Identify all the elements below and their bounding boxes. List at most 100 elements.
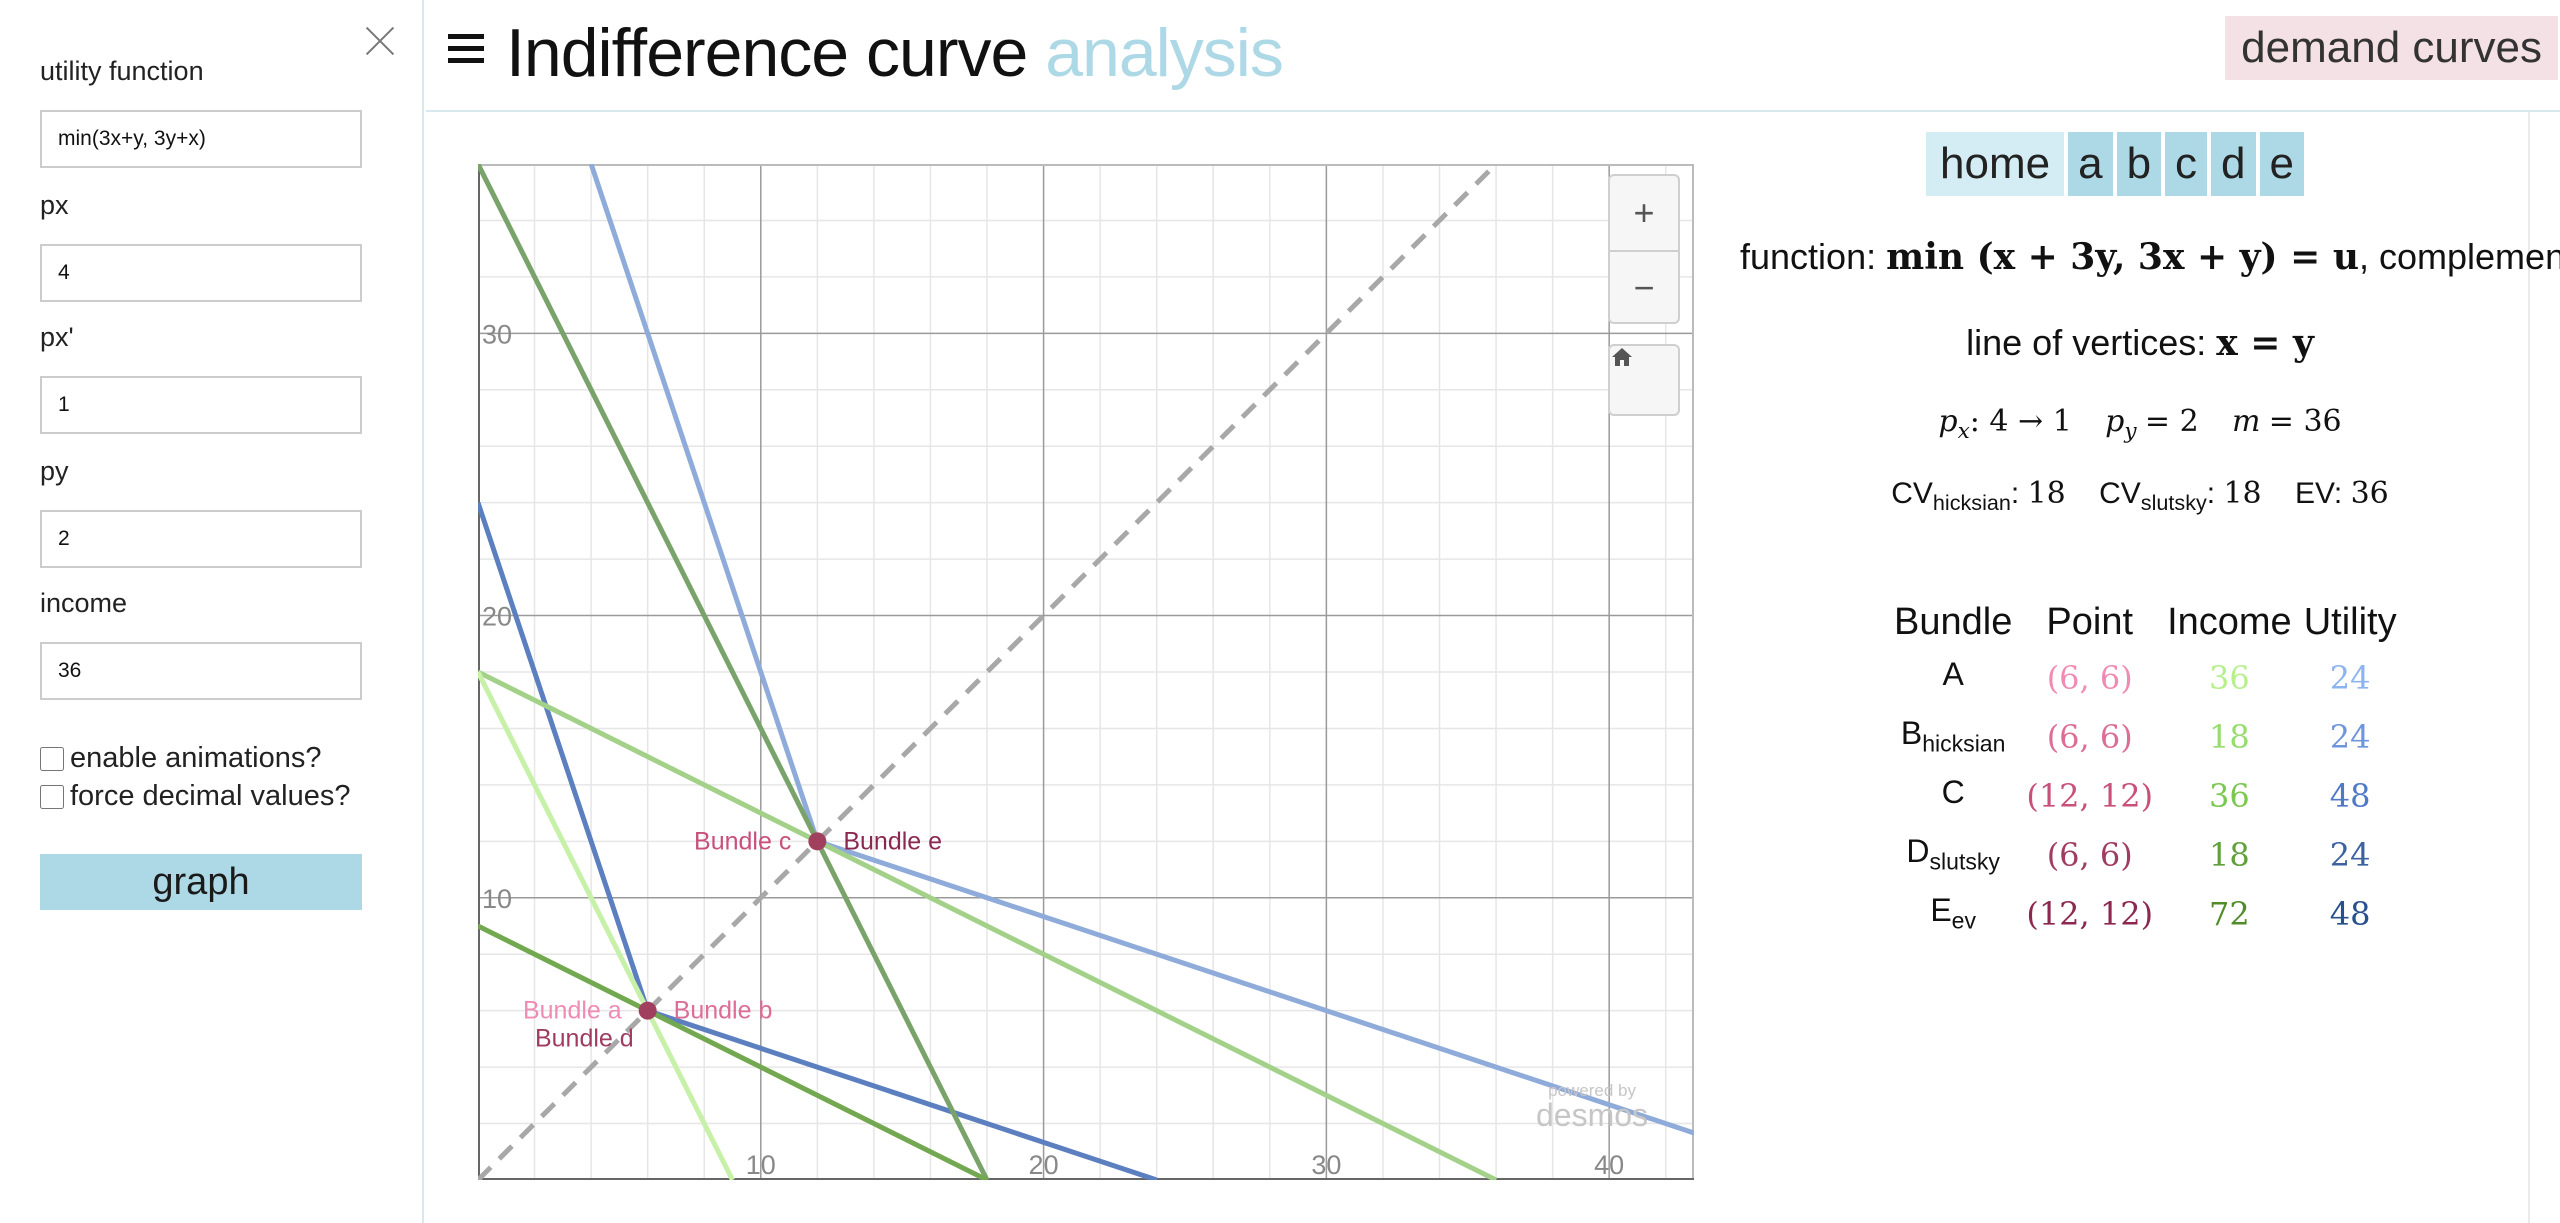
nav-b[interactable]: b — [2116, 132, 2162, 196]
bundle-income: 18 — [2209, 835, 2250, 874]
prices-line: px: 4 → 1 py = 2 m = 36 — [1938, 404, 2342, 444]
col-income: Income — [2167, 600, 2292, 643]
series-line-5 — [478, 923, 989, 1180]
function-line: function: min (x + 3y, 3x + y) = u, comp… — [1740, 236, 2560, 278]
decimal-checkbox[interactable] — [40, 784, 64, 809]
series-line-4 — [478, 670, 735, 1180]
bundle-b-label: Bundle b — [674, 997, 773, 1025]
bundle-point: (12, 12) — [2026, 894, 2154, 933]
home-icon — [1612, 348, 1632, 366]
zoom-out-button[interactable]: − — [1610, 250, 1678, 324]
x-tick-label: 40 — [1594, 1150, 1624, 1180]
function-type: , complements — [2359, 236, 2560, 277]
bundle-c-label: Bundle c — [694, 827, 791, 855]
bundle-point: (6, 6) — [2046, 717, 2133, 756]
x-tick-label: 10 — [746, 1150, 776, 1180]
function-expression: min (x + 3y, 3x + y) = u — [1886, 236, 2359, 278]
bundle-point — [808, 832, 827, 851]
cv-hicksian-value: 18 — [2027, 476, 2066, 511]
zoom-in-button[interactable]: + — [1633, 192, 1655, 233]
bundle-nav: home a b c d e — [1926, 132, 2305, 196]
py-label: py — [40, 456, 69, 486]
px-prime-input[interactable] — [40, 376, 362, 434]
series-line-0 — [588, 164, 1694, 1136]
bundle-income: 18 — [2209, 717, 2250, 756]
title-accent: analysis — [1045, 15, 1284, 91]
y-tick-label: 20 — [482, 602, 512, 632]
utility-function-input[interactable] — [40, 110, 362, 168]
page-title: Indifference curve analysis — [506, 14, 1284, 92]
py-input[interactable] — [40, 510, 362, 568]
table-row: Bhicksian (6, 6) 18 24 — [1888, 707, 2403, 766]
decimal-label: force decimal values? — [70, 780, 351, 812]
bundle-utility: 24 — [2329, 658, 2371, 697]
indifference-graph[interactable]: 10 20 30 40 10 20 30 Bundle a Bundle b Bundle d Bu… — [478, 164, 1694, 1180]
bundle-name: C — [1941, 774, 1965, 811]
graph-panel[interactable]: 10 20 30 40 10 20 30 Bundle a Bundle b Bundle d Bu… — [478, 164, 1694, 1180]
y-tick-label: 30 — [482, 319, 512, 349]
function-label: function: — [1740, 236, 1877, 277]
bundle-point: (12, 12) — [2026, 776, 2154, 815]
series-line-3 — [478, 669, 1498, 1180]
nav-c[interactable]: c — [2165, 132, 2208, 196]
bundle-utility: 48 — [2329, 776, 2371, 815]
y-tick-label: 10 — [482, 884, 512, 914]
bundle-name: Dslutsky — [1906, 833, 2000, 875]
bundle-a-label: Bundle a — [523, 997, 622, 1025]
col-utility: Utility — [2303, 600, 2397, 643]
px-value: : 4 → 1 — [1969, 404, 2072, 439]
nav-home[interactable]: home — [1926, 132, 2065, 196]
table-row: Eev (12, 12) 72 48 — [1888, 884, 2403, 943]
title-main: Indifference curve — [506, 15, 1028, 91]
bundle-name: Eev — [1930, 892, 1976, 934]
graph-button[interactable]: graph — [40, 854, 362, 910]
utility-function-label: utility function — [40, 56, 204, 86]
vertices-expression: x = y — [2216, 322, 2314, 364]
nav-a[interactable]: a — [2068, 132, 2113, 196]
bundle-d-label: Bundle d — [535, 1025, 634, 1053]
bundle-point: (6, 6) — [2046, 658, 2133, 697]
variations-line: CVhicksian: 18 CVslutsky: 18 EV: 36 — [1891, 476, 2389, 515]
px-prime-label: px' — [40, 322, 74, 352]
vertices-line: line of vertices: x = y — [1740, 322, 2540, 364]
decimal-option: force decimal values? — [40, 780, 350, 813]
animations-checkbox[interactable] — [40, 746, 64, 771]
bundle-utility: 24 — [2329, 835, 2371, 874]
nav-e[interactable]: e — [2259, 132, 2305, 196]
x-tick-label: 20 — [1029, 1150, 1059, 1180]
col-bundle: Bundle — [1894, 600, 2013, 643]
px-input[interactable] — [40, 244, 362, 302]
table-row: A (6, 6) 36 24 — [1888, 648, 2403, 707]
px-label: px — [40, 190, 69, 220]
sidebar: utility function px px' py income enable… — [0, 0, 424, 1223]
home-view-button[interactable] — [1608, 344, 1680, 416]
bundle-income: 72 — [2209, 894, 2250, 933]
income-input[interactable] — [40, 642, 362, 700]
animations-option: enable animations? — [40, 742, 322, 775]
series-line-2 — [478, 164, 990, 1180]
bundle-income: 36 — [2209, 776, 2250, 815]
bundle-income: 36 — [2209, 658, 2250, 697]
divider — [2528, 112, 2530, 1223]
col-point: Point — [2046, 600, 2134, 643]
nav-d[interactable]: d — [2211, 132, 2256, 196]
bundle-name: Bhicksian — [1900, 715, 2006, 757]
bundle-utility: 48 — [2329, 894, 2371, 933]
animations-label: enable animations? — [70, 742, 322, 774]
close-icon[interactable] — [360, 20, 400, 60]
table-row: Dslutsky (6, 6) 18 24 — [1888, 825, 2403, 884]
vertices-label: line of vertices: — [1966, 322, 2207, 363]
bundle-point — [638, 1001, 657, 1020]
ev-value: 36 — [2350, 476, 2389, 511]
desmos-watermark: powered by desmos — [1536, 1081, 1649, 1133]
py-value: = 2 — [2144, 404, 2199, 439]
table-row: C (12, 12) 36 48 — [1888, 766, 2403, 825]
bundle-table: Bundle Point Income Utility A (6, 6) 36 24 B… — [1888, 596, 2403, 943]
demand-curves-button[interactable]: demand curves — [2225, 16, 2558, 80]
bundle-point: (6, 6) — [2046, 835, 2133, 874]
m-value: = 36 — [2268, 404, 2342, 439]
bundle-name: A — [1942, 656, 1964, 693]
menu-icon[interactable] — [448, 34, 484, 68]
income-label: income — [40, 588, 128, 618]
zoom-controls: + − — [1608, 174, 1680, 324]
